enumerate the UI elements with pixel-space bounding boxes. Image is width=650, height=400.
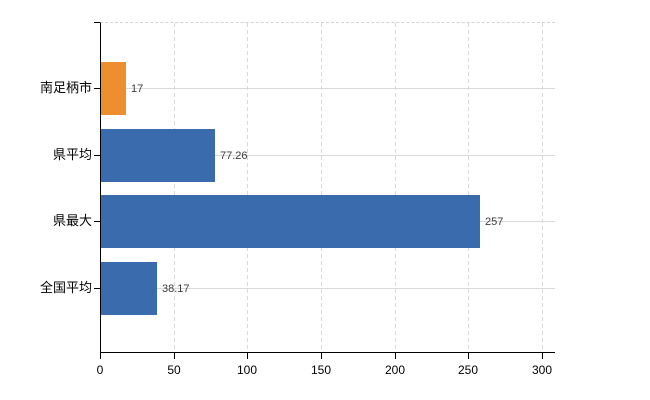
bar-value-label: 17 [131,83,144,95]
x-axis-label: 50 [167,363,181,377]
y-axis-tick [94,221,100,222]
x-axis-tick [542,353,543,359]
y-axis-label-南足柄市: 南足柄市 [39,80,92,95]
x-axis-tick [468,353,469,359]
x-axis-tick [247,353,248,359]
vertical-gridline [247,23,248,352]
x-axis-label: 0 [96,363,104,377]
bar-県最大 [101,195,480,248]
horizontal-gridline [101,288,555,289]
y-axis-tick [94,288,100,289]
x-axis-tick [100,353,101,359]
x-axis-label: 300 [531,363,553,377]
y-axis-label-全国平均: 全国平均 [39,280,92,295]
x-axis-tick [321,353,322,359]
horizontal-gridline [101,88,555,89]
vertical-gridline [174,23,175,352]
bar-value-label: 77.26 [220,150,248,162]
x-axis-tick [395,353,396,359]
x-axis-label: 200 [384,363,406,377]
bar-南足柄市 [101,62,126,115]
y-axis-end-tick [94,22,100,23]
plot-area: 17 77.26 257 38.17 [100,22,555,353]
x-axis-label: 150 [310,363,332,377]
x-axis-tick [174,353,175,359]
x-axis-label: 100 [236,363,258,377]
y-axis-tick [94,155,100,156]
vertical-gridline [321,23,322,352]
y-axis-tick [94,88,100,89]
bar-全国平均 [101,262,157,315]
vertical-gridline [395,23,396,352]
y-axis-label-県最大: 県最大 [52,213,92,228]
y-axis-label-県平均: 県平均 [52,147,92,162]
x-axis-label: 250 [457,363,479,377]
bar-県平均 [101,129,215,182]
bar-value-label: 257 [485,216,504,228]
horizontal-gridline [101,155,555,156]
bar-value-label: 38.17 [162,283,190,295]
vertical-gridline [542,23,543,352]
vertical-gridline [468,23,469,352]
